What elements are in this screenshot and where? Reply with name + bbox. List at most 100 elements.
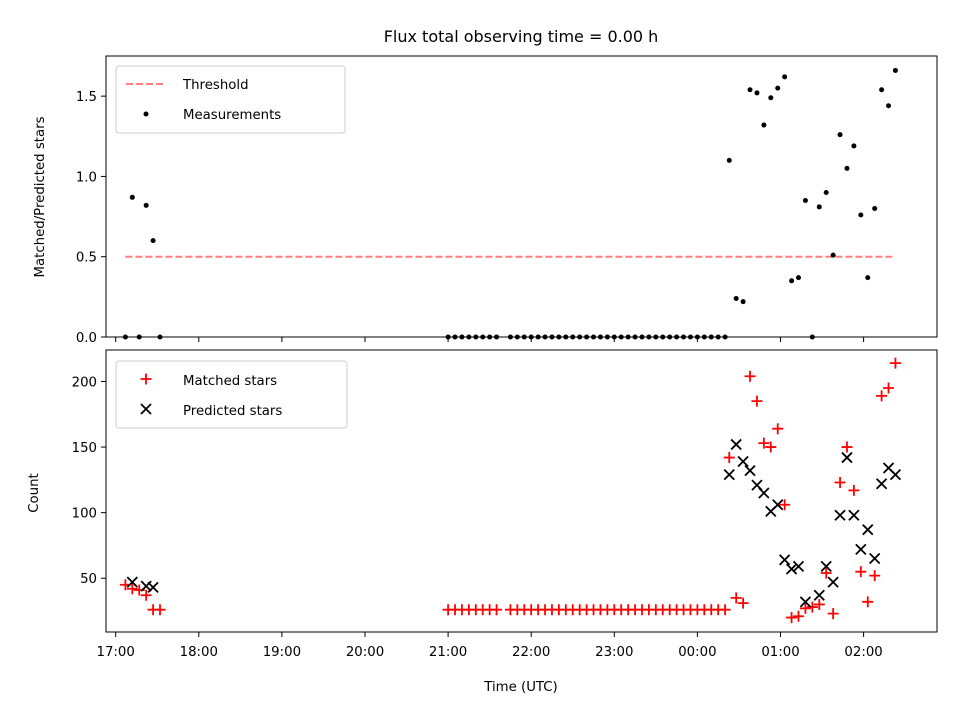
- matched-star-point: [862, 596, 874, 608]
- bottom-y-axis: 50 100 150 200: [72, 375, 106, 587]
- x-tick-label: 17:00: [97, 645, 135, 660]
- bottom-x-axis: 17:00 18:00 19:00 20:00 21:00 22:00 23:00 00:00…: [97, 632, 883, 660]
- measurement-point: [844, 165, 850, 171]
- predicted-star-point: [813, 589, 825, 601]
- predicted-star-point: [744, 465, 756, 477]
- measurement-point: [886, 103, 892, 109]
- matched-star-point: [737, 597, 749, 609]
- matched-star-point: [772, 423, 784, 435]
- top-legend: Threshold Measurements: [115, 65, 346, 134]
- predicted-star-point: [834, 509, 846, 521]
- bottom-y-tick-label: 150: [72, 441, 97, 456]
- matched-star-point: [799, 602, 811, 614]
- measurement-point: [796, 275, 801, 281]
- matched-star-point: [744, 370, 756, 382]
- legend-predicted-label: Predicted stars: [183, 404, 282, 419]
- matched-star-point: [126, 583, 138, 595]
- measurement-point: [802, 198, 808, 204]
- matched-star-point: [765, 441, 777, 453]
- predicted-star-point: [723, 468, 735, 481]
- predicted-star-point: [841, 451, 853, 464]
- matched-star-point: [834, 476, 846, 488]
- legend-matched-label: Matched stars: [183, 374, 277, 389]
- top-y-axis-label: Matched/Predicted stars: [33, 116, 48, 277]
- matched-star-point: [793, 610, 804, 622]
- top-y-tick-label: 1.5: [76, 90, 97, 105]
- x-tick-label: 23:00: [595, 645, 633, 660]
- predicted-star-point: [799, 596, 812, 608]
- matched-star-point: [491, 604, 503, 616]
- predicted-star-point: [737, 455, 749, 468]
- bottom-panel: 50 100 150 200 17:00 18:00 19:00 20:00 21:00 22:…: [27, 349, 938, 695]
- predicted-star-point: [820, 560, 832, 573]
- measurement-point: [830, 252, 836, 258]
- measurement-point: [768, 95, 774, 101]
- predicted-star-point: [792, 560, 805, 573]
- top-y-tick-label: 1.0: [76, 170, 97, 185]
- predicted-star-point: [827, 576, 839, 588]
- x-tick-label: 02:00: [844, 645, 882, 660]
- measurement-point: [851, 143, 857, 149]
- matched-star-point: [889, 357, 901, 369]
- bottom-y-tick-label: 200: [72, 375, 97, 390]
- top-y-tick-label: 0.5: [76, 251, 97, 266]
- legend-matched-swatch: [140, 373, 152, 385]
- predicted-star-point: [875, 478, 888, 490]
- predicted-star-point: [758, 487, 770, 499]
- measurement-point: [782, 74, 788, 80]
- matched-star-point: [719, 604, 731, 616]
- x-tick-label: 20:00: [346, 645, 384, 660]
- matched-star-point: [869, 570, 881, 582]
- predicted-star-point: [869, 552, 881, 565]
- top-y-tick-label: 0.0: [76, 331, 97, 346]
- x-tick-label: 22:00: [512, 645, 550, 660]
- predicted-star-point: [862, 524, 874, 536]
- measurement-point: [789, 278, 795, 284]
- measurement-point: [872, 206, 878, 212]
- bottom-y-tick-label: 100: [72, 507, 97, 522]
- measurement-point: [865, 275, 871, 281]
- matched-star-point: [751, 395, 763, 407]
- matched-star-point: [841, 441, 853, 453]
- matched-star-point: [820, 567, 832, 579]
- x-tick-label: 01:00: [761, 645, 799, 660]
- top-y-axis: 0.0 0.5 1.0 1.5: [76, 90, 106, 346]
- predicted-star-point: [772, 499, 784, 511]
- x-axis-label: Time (UTC): [483, 680, 558, 695]
- measurement-point: [726, 157, 732, 163]
- matched-star-point: [723, 452, 735, 464]
- matched-star-point: [827, 608, 839, 620]
- measurement-point: [733, 295, 739, 301]
- measurement-point: [858, 212, 864, 218]
- bottom-axes-frame: [105, 349, 938, 633]
- predicted-star-point: [889, 468, 902, 481]
- legend-predicted-swatch: [140, 403, 152, 415]
- measurement-point: [150, 238, 156, 244]
- legend-measurements-swatch: [143, 111, 149, 117]
- chart-title: Flux total observing time = 0.00 h: [384, 27, 659, 46]
- x-tick-label: 18:00: [180, 645, 218, 660]
- matched-star-point: [855, 566, 867, 578]
- matched-star-point: [876, 390, 888, 402]
- matched-star-point: [848, 484, 860, 496]
- matched-star-point: [806, 601, 818, 613]
- matched-star-point: [786, 612, 798, 624]
- bottom-legend: Matched stars Predicted stars: [115, 360, 348, 429]
- top-axes-frame: [105, 55, 938, 338]
- predicted-star-point: [855, 543, 867, 556]
- x-tick-label: 00:00: [678, 645, 716, 660]
- predicted-star-point: [785, 563, 798, 575]
- measurement-point: [761, 122, 767, 128]
- predicted-star-point: [779, 554, 791, 566]
- matched-star-point: [883, 382, 895, 394]
- matched-star-point: [154, 604, 166, 616]
- x-tick-label: 21:00: [429, 645, 467, 660]
- predicted-star-point: [126, 576, 138, 588]
- matched-star-point: [758, 437, 770, 449]
- matched-star-point: [813, 598, 825, 610]
- predicted-star-point: [848, 509, 860, 521]
- top-panel: 0.0 0.5 1.0 1.5 Matched/Predicted stars Thr…: [33, 55, 938, 346]
- top-x-ticks: [115, 337, 865, 342]
- measurement-point: [837, 132, 843, 138]
